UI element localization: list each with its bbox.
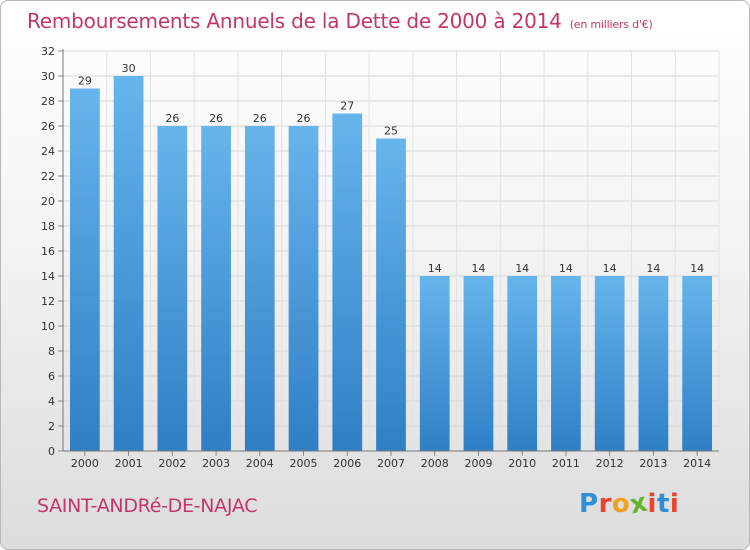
x-tick-label: 2011 <box>552 457 580 470</box>
x-tick-label: 2000 <box>71 457 99 470</box>
proxiti-logo: Proxiti <box>579 488 680 521</box>
x-tick-label: 2008 <box>421 457 449 470</box>
logo-letter: P <box>579 489 599 519</box>
y-tick-label: 4 <box>48 395 55 408</box>
bar <box>419 276 450 451</box>
y-tick-label: 20 <box>41 195 55 208</box>
y-tick-label: 24 <box>41 145 55 158</box>
bar <box>244 126 275 451</box>
logo-letter: r <box>598 489 612 519</box>
y-tick-label: 26 <box>41 120 55 133</box>
bar-value-label: 26 <box>209 112 223 125</box>
y-tick-label: 16 <box>41 245 55 258</box>
x-tick-label: 2005 <box>290 457 318 470</box>
y-tick-label: 28 <box>41 95 55 108</box>
logo-letter: o <box>611 489 631 519</box>
chart-title: Remboursements Annuels de la Dette de 20… <box>27 9 653 33</box>
bar-value-label: 14 <box>603 262 617 275</box>
x-tick-label: 2004 <box>246 457 274 470</box>
x-tick-label: 2013 <box>639 457 667 470</box>
bar <box>201 126 231 451</box>
bar-value-label: 26 <box>253 112 267 125</box>
bar-value-label: 14 <box>428 262 442 275</box>
logo-letter: i <box>669 489 680 519</box>
bar-value-label: 27 <box>340 100 354 113</box>
bar-value-label: 25 <box>384 125 398 138</box>
bar-value-label: 14 <box>559 262 573 275</box>
commune-name: SAINT-ANDRé-DE-NAJAC <box>37 495 258 517</box>
y-tick-label: 6 <box>48 370 55 383</box>
x-tick-label: 2001 <box>115 457 143 470</box>
x-tick-label: 2010 <box>508 457 536 470</box>
bar <box>551 276 581 451</box>
bar-value-label: 14 <box>646 262 660 275</box>
logo-letter: i <box>647 489 657 519</box>
y-tick-label: 22 <box>41 170 55 183</box>
bar <box>463 276 494 451</box>
y-tick-label: 32 <box>41 45 55 58</box>
x-axis: 2000 2001 2002 2003 2004 2005 2006 2007 2008 2009… <box>63 450 719 470</box>
x-tick-label: 2009 <box>464 457 492 470</box>
bar <box>594 276 625 451</box>
y-tick-label: 12 <box>41 295 55 308</box>
bar <box>638 276 669 451</box>
y-tick-label: 2 <box>48 420 55 433</box>
bar <box>507 276 538 451</box>
bar <box>332 113 363 451</box>
bar-value-label: 30 <box>122 62 136 75</box>
bar <box>157 126 188 451</box>
x-tick-label: 2006 <box>333 457 361 470</box>
x-tick-label: 2002 <box>158 457 186 470</box>
bar-value-label: 26 <box>297 112 311 125</box>
bar-value-label: 26 <box>165 112 179 125</box>
y-tick-label: 14 <box>41 270 55 283</box>
bar-value-label: 14 <box>471 262 485 275</box>
logo-letter: t <box>656 489 670 519</box>
bar-value-label: 29 <box>78 75 92 88</box>
bar <box>376 138 406 451</box>
x-tick-label: 2007 <box>377 457 405 470</box>
chart-title-text: Remboursements Annuels de la Dette de 20… <box>27 9 562 33</box>
x-tick-label: 2014 <box>683 457 711 470</box>
chart-unit: (en milliers d'€) <box>569 18 653 31</box>
y-tick-label: 8 <box>48 345 55 358</box>
y-tick-label: 0 <box>48 445 55 458</box>
x-tick-label: 2003 <box>202 457 230 470</box>
bar-value-label: 14 <box>515 262 529 275</box>
bar <box>113 76 144 451</box>
bar <box>288 126 319 451</box>
bar <box>69 88 100 451</box>
bar <box>682 276 713 451</box>
y-tick-label: 30 <box>41 70 55 83</box>
y-tick-label: 18 <box>41 220 55 233</box>
x-tick-label: 2012 <box>596 457 624 470</box>
bar-value-label: 14 <box>690 262 704 275</box>
y-tick-label: 10 <box>41 320 55 333</box>
bars: 29 30 26 26 26 26 27 25 14 14 14 14 14 14 14 <box>69 62 713 451</box>
